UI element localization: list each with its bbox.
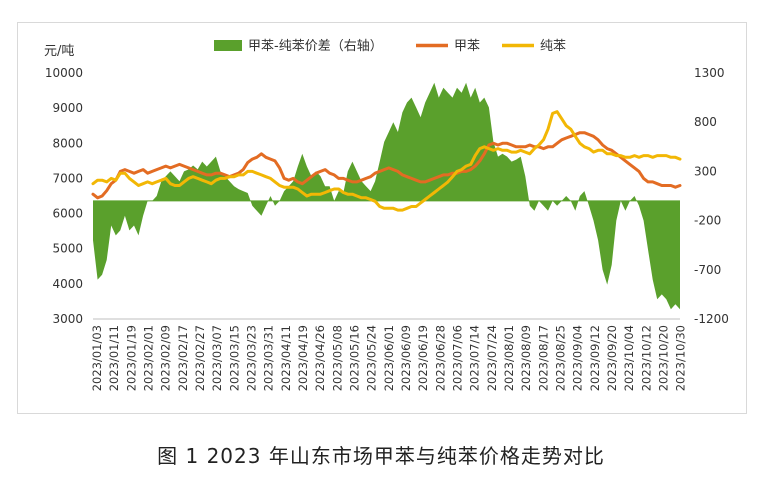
left-axis-tick-label: 4000 bbox=[52, 277, 83, 291]
chart-legend: 甲苯-纯苯价差（右轴） 甲苯 纯苯 bbox=[214, 39, 566, 54]
left-axis-tick-label: 7000 bbox=[52, 171, 83, 185]
x-axis-tick-label: 2023/02/27 bbox=[193, 325, 207, 391]
x-axis-tick-label: 2023/10/12 bbox=[639, 325, 653, 391]
x-axis-tick-label: 2023/02/17 bbox=[176, 325, 190, 391]
x-axis-tick-label: 2023/09/12 bbox=[588, 325, 602, 391]
right-axis-tick-label: 300 bbox=[694, 164, 717, 178]
figure-caption: 图 1 2023 年山东市场甲苯与纯苯价格走势对比 bbox=[157, 444, 605, 468]
left-axis-tick-label: 8000 bbox=[52, 136, 83, 150]
price-lines-layer bbox=[91, 110, 682, 212]
x-axis-tick-label: 2023/07/24 bbox=[485, 325, 499, 391]
x-axis-tick-label: 2023/01/03 bbox=[90, 325, 104, 391]
x-axis-tick-label: 2023/03/15 bbox=[227, 325, 241, 391]
x-axis-tick-label: 2023/01/19 bbox=[124, 325, 138, 391]
left-axis-tick-label: 3000 bbox=[52, 312, 83, 326]
x-axis-tick-label: 2023/09/04 bbox=[571, 325, 585, 391]
x-axis-tick-label: 2023/01/11 bbox=[107, 325, 121, 391]
left-axis-unit-label: 元/吨 bbox=[44, 44, 74, 59]
right-axis-tick-label: -200 bbox=[694, 214, 721, 228]
x-axis-tick-label: 2023/06/28 bbox=[433, 325, 447, 391]
x-axis-tick-label: 2023/07/14 bbox=[468, 325, 482, 391]
legend-label-benzene: 纯苯 bbox=[540, 39, 566, 54]
x-axis-tick-label: 2023/03/23 bbox=[244, 325, 258, 391]
x-axis-tick-label: 2023/08/09 bbox=[519, 325, 533, 391]
series-toluene-line bbox=[91, 131, 682, 200]
left-axis-tick-label: 9000 bbox=[52, 101, 83, 115]
x-axis-tick-label: 2023/08/25 bbox=[553, 325, 567, 391]
x-axis-tick-label: 2023/06/19 bbox=[416, 325, 430, 391]
x-axis-tick-label: 2023/10/20 bbox=[656, 325, 670, 391]
x-axis-tick-label: 2023/06/01 bbox=[382, 325, 396, 391]
x-axis-tick-label: 2023/07/06 bbox=[450, 325, 464, 391]
x-axis-tick-label: 2023/05/16 bbox=[347, 325, 361, 391]
right-axis-tick-label: 1300 bbox=[694, 66, 725, 80]
x-axis-tick-label: 2023/10/04 bbox=[622, 325, 636, 391]
x-axis-tick-label: 2023/04/26 bbox=[313, 325, 327, 391]
legend-label-spread: 甲苯-纯苯价差（右轴） bbox=[248, 39, 383, 54]
x-axis-tick-label: 2023/08/01 bbox=[502, 325, 516, 391]
series-spread-area bbox=[93, 82, 680, 310]
x-axis-tick-label: 2023/03/07 bbox=[210, 325, 224, 391]
x-axis-tick-label: 2023/08/17 bbox=[536, 325, 550, 391]
chart-frame: 元/吨 3000 4000 5000 6000 7000 8000 9000 10000 -1… bbox=[17, 22, 747, 414]
x-axis-tick-label: 2023/03/31 bbox=[262, 325, 276, 391]
left-axis-tick-label: 5000 bbox=[52, 242, 83, 256]
price-chart: 元/吨 3000 4000 5000 6000 7000 8000 9000 10000 -1… bbox=[44, 39, 729, 391]
right-axis-tick-label: -700 bbox=[694, 263, 721, 277]
right-axis-tick-label: 800 bbox=[694, 115, 717, 129]
x-axis-tick-label: 2023/02/01 bbox=[142, 325, 156, 391]
x-axis-tick-label: 2023/10/30 bbox=[674, 325, 688, 391]
left-axis-tick-label: 6000 bbox=[52, 207, 83, 221]
x-axis-tick-label: 2023/05/24 bbox=[365, 325, 379, 391]
legend-swatch-spread bbox=[214, 40, 242, 51]
right-axis-tick-label: -1200 bbox=[694, 312, 729, 326]
x-axis-tick-label: 2023/09/20 bbox=[605, 325, 619, 391]
x-axis-tick-label: 2023/05/08 bbox=[330, 325, 344, 391]
x-axis-tick-label: 2023/04/19 bbox=[296, 325, 310, 391]
x-axis-tick-label: 2023/04/11 bbox=[279, 325, 293, 391]
x-axis-tick-label: 2023/02/09 bbox=[159, 325, 173, 391]
left-axis-ticks: 3000 4000 5000 6000 7000 8000 9000 10000 bbox=[45, 66, 83, 326]
x-axis-tick-label: 2023/06/09 bbox=[399, 325, 413, 391]
series-benzene-line bbox=[91, 110, 682, 212]
x-axis-ticks: 2023/01/03 2023/01/11 2023/01/19 2023/02/01… bbox=[90, 325, 688, 391]
left-axis-tick-label: 10000 bbox=[45, 66, 83, 80]
spread-area-layer bbox=[93, 82, 680, 310]
legend-label-toluene: 甲苯 bbox=[454, 39, 480, 54]
right-axis-ticks: -1200 -700 -200 300 800 1300 bbox=[694, 66, 729, 326]
